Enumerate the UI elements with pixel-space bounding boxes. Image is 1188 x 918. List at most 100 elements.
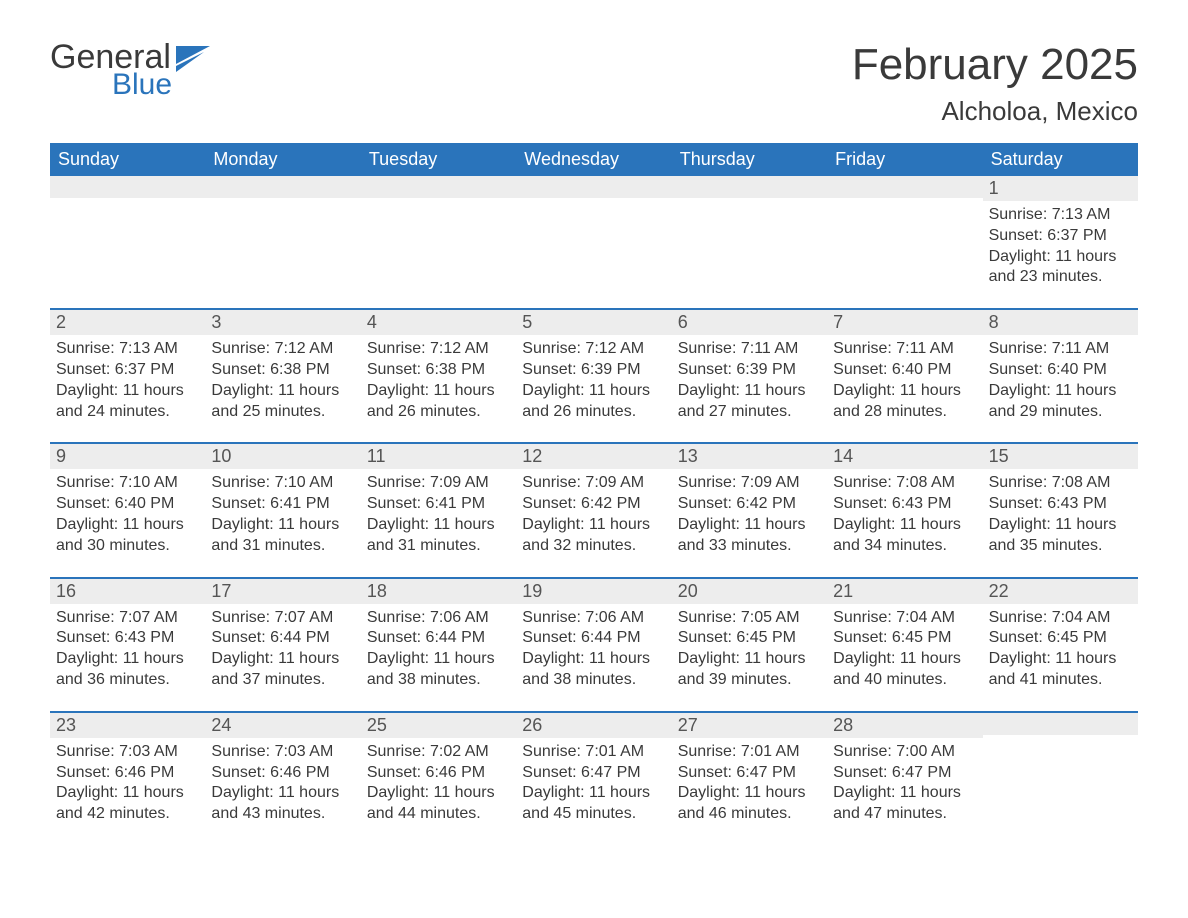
day-number: 18 bbox=[361, 579, 516, 604]
day-cell bbox=[361, 176, 516, 298]
day-cell: 13Sunrise: 7:09 AMSunset: 6:42 PMDayligh… bbox=[672, 444, 827, 566]
day-cell: 25Sunrise: 7:02 AMSunset: 6:46 PMDayligh… bbox=[361, 713, 516, 835]
day-number: 12 bbox=[516, 444, 671, 469]
day-d1: Daylight: 11 hours bbox=[56, 515, 199, 536]
day-details: Sunrise: 7:02 AMSunset: 6:46 PMDaylight:… bbox=[361, 738, 516, 835]
day-number: 17 bbox=[205, 579, 360, 604]
day-cell bbox=[827, 176, 982, 298]
day-d2: and 28 minutes. bbox=[833, 402, 976, 423]
day-number bbox=[827, 176, 982, 198]
day-sunrise: Sunrise: 7:11 AM bbox=[833, 339, 976, 360]
day-d2: and 44 minutes. bbox=[367, 804, 510, 825]
day-sunset: Sunset: 6:46 PM bbox=[211, 763, 354, 784]
day-d2: and 26 minutes. bbox=[367, 402, 510, 423]
day-d1: Daylight: 11 hours bbox=[522, 381, 665, 402]
day-sunset: Sunset: 6:45 PM bbox=[989, 628, 1132, 649]
day-sunset: Sunset: 6:44 PM bbox=[522, 628, 665, 649]
day-number: 25 bbox=[361, 713, 516, 738]
day-d1: Daylight: 11 hours bbox=[211, 649, 354, 670]
day-sunset: Sunset: 6:40 PM bbox=[833, 360, 976, 381]
day-details: Sunrise: 7:11 AMSunset: 6:40 PMDaylight:… bbox=[827, 335, 982, 432]
dow-wednesday: Wednesday bbox=[516, 143, 671, 176]
day-number bbox=[205, 176, 360, 198]
week-row: 16Sunrise: 7:07 AMSunset: 6:43 PMDayligh… bbox=[50, 577, 1138, 701]
day-sunset: Sunset: 6:38 PM bbox=[211, 360, 354, 381]
day-d1: Daylight: 11 hours bbox=[989, 649, 1132, 670]
day-d2: and 47 minutes. bbox=[833, 804, 976, 825]
day-sunrise: Sunrise: 7:03 AM bbox=[56, 742, 199, 763]
week-row: 9Sunrise: 7:10 AMSunset: 6:40 PMDaylight… bbox=[50, 442, 1138, 566]
day-number: 7 bbox=[827, 310, 982, 335]
day-sunrise: Sunrise: 7:12 AM bbox=[211, 339, 354, 360]
day-d2: and 29 minutes. bbox=[989, 402, 1132, 423]
day-d2: and 31 minutes. bbox=[367, 536, 510, 557]
day-cell: 12Sunrise: 7:09 AMSunset: 6:42 PMDayligh… bbox=[516, 444, 671, 566]
day-sunset: Sunset: 6:41 PM bbox=[367, 494, 510, 515]
day-sunset: Sunset: 6:47 PM bbox=[678, 763, 821, 784]
day-details: Sunrise: 7:07 AMSunset: 6:43 PMDaylight:… bbox=[50, 604, 205, 701]
header: General Blue February 2025 Alcholoa, Mex… bbox=[50, 40, 1138, 127]
day-cell bbox=[516, 176, 671, 298]
day-details: Sunrise: 7:05 AMSunset: 6:45 PMDaylight:… bbox=[672, 604, 827, 701]
day-d2: and 23 minutes. bbox=[989, 267, 1132, 288]
day-d1: Daylight: 11 hours bbox=[367, 649, 510, 670]
day-sunset: Sunset: 6:44 PM bbox=[211, 628, 354, 649]
day-sunset: Sunset: 6:37 PM bbox=[989, 226, 1132, 247]
day-details: Sunrise: 7:04 AMSunset: 6:45 PMDaylight:… bbox=[983, 604, 1138, 701]
day-d2: and 25 minutes. bbox=[211, 402, 354, 423]
day-sunset: Sunset: 6:39 PM bbox=[678, 360, 821, 381]
day-cell: 23Sunrise: 7:03 AMSunset: 6:46 PMDayligh… bbox=[50, 713, 205, 835]
day-d1: Daylight: 11 hours bbox=[522, 783, 665, 804]
day-details: Sunrise: 7:10 AMSunset: 6:40 PMDaylight:… bbox=[50, 469, 205, 566]
day-number: 4 bbox=[361, 310, 516, 335]
day-details: Sunrise: 7:12 AMSunset: 6:38 PMDaylight:… bbox=[361, 335, 516, 432]
day-sunset: Sunset: 6:38 PM bbox=[367, 360, 510, 381]
day-cell: 4Sunrise: 7:12 AMSunset: 6:38 PMDaylight… bbox=[361, 310, 516, 432]
dow-sunday: Sunday bbox=[50, 143, 205, 176]
day-cell: 10Sunrise: 7:10 AMSunset: 6:41 PMDayligh… bbox=[205, 444, 360, 566]
day-d1: Daylight: 11 hours bbox=[833, 515, 976, 536]
day-d1: Daylight: 11 hours bbox=[522, 649, 665, 670]
day-details: Sunrise: 7:06 AMSunset: 6:44 PMDaylight:… bbox=[361, 604, 516, 701]
day-sunrise: Sunrise: 7:12 AM bbox=[522, 339, 665, 360]
day-details: Sunrise: 7:06 AMSunset: 6:44 PMDaylight:… bbox=[516, 604, 671, 701]
day-cell: 20Sunrise: 7:05 AMSunset: 6:45 PMDayligh… bbox=[672, 579, 827, 701]
day-sunset: Sunset: 6:40 PM bbox=[56, 494, 199, 515]
day-d2: and 42 minutes. bbox=[56, 804, 199, 825]
day-sunrise: Sunrise: 7:09 AM bbox=[367, 473, 510, 494]
location-text: Alcholoa, Mexico bbox=[852, 96, 1138, 127]
day-d1: Daylight: 11 hours bbox=[56, 381, 199, 402]
day-d1: Daylight: 11 hours bbox=[678, 381, 821, 402]
day-d2: and 37 minutes. bbox=[211, 670, 354, 691]
day-cell bbox=[983, 713, 1138, 835]
day-cell: 9Sunrise: 7:10 AMSunset: 6:40 PMDaylight… bbox=[50, 444, 205, 566]
day-d1: Daylight: 11 hours bbox=[56, 783, 199, 804]
day-d2: and 40 minutes. bbox=[833, 670, 976, 691]
day-sunrise: Sunrise: 7:06 AM bbox=[522, 608, 665, 629]
day-number bbox=[50, 176, 205, 198]
day-sunrise: Sunrise: 7:12 AM bbox=[367, 339, 510, 360]
day-d1: Daylight: 11 hours bbox=[211, 381, 354, 402]
day-details: Sunrise: 7:09 AMSunset: 6:42 PMDaylight:… bbox=[672, 469, 827, 566]
day-d2: and 33 minutes. bbox=[678, 536, 821, 557]
day-sunrise: Sunrise: 7:07 AM bbox=[56, 608, 199, 629]
day-number: 13 bbox=[672, 444, 827, 469]
day-details: Sunrise: 7:03 AMSunset: 6:46 PMDaylight:… bbox=[50, 738, 205, 835]
day-details: Sunrise: 7:01 AMSunset: 6:47 PMDaylight:… bbox=[516, 738, 671, 835]
day-details: Sunrise: 7:00 AMSunset: 6:47 PMDaylight:… bbox=[827, 738, 982, 835]
day-cell: 11Sunrise: 7:09 AMSunset: 6:41 PMDayligh… bbox=[361, 444, 516, 566]
day-sunset: Sunset: 6:45 PM bbox=[833, 628, 976, 649]
day-number: 9 bbox=[50, 444, 205, 469]
day-cell: 27Sunrise: 7:01 AMSunset: 6:47 PMDayligh… bbox=[672, 713, 827, 835]
day-sunrise: Sunrise: 7:11 AM bbox=[989, 339, 1132, 360]
day-sunrise: Sunrise: 7:10 AM bbox=[56, 473, 199, 494]
day-d2: and 41 minutes. bbox=[989, 670, 1132, 691]
day-details: Sunrise: 7:09 AMSunset: 6:41 PMDaylight:… bbox=[361, 469, 516, 566]
day-number: 8 bbox=[983, 310, 1138, 335]
day-cell: 24Sunrise: 7:03 AMSunset: 6:46 PMDayligh… bbox=[205, 713, 360, 835]
day-number bbox=[672, 176, 827, 198]
day-sunset: Sunset: 6:44 PM bbox=[367, 628, 510, 649]
day-d1: Daylight: 11 hours bbox=[833, 783, 976, 804]
day-details: Sunrise: 7:11 AMSunset: 6:40 PMDaylight:… bbox=[983, 335, 1138, 432]
day-d2: and 43 minutes. bbox=[211, 804, 354, 825]
